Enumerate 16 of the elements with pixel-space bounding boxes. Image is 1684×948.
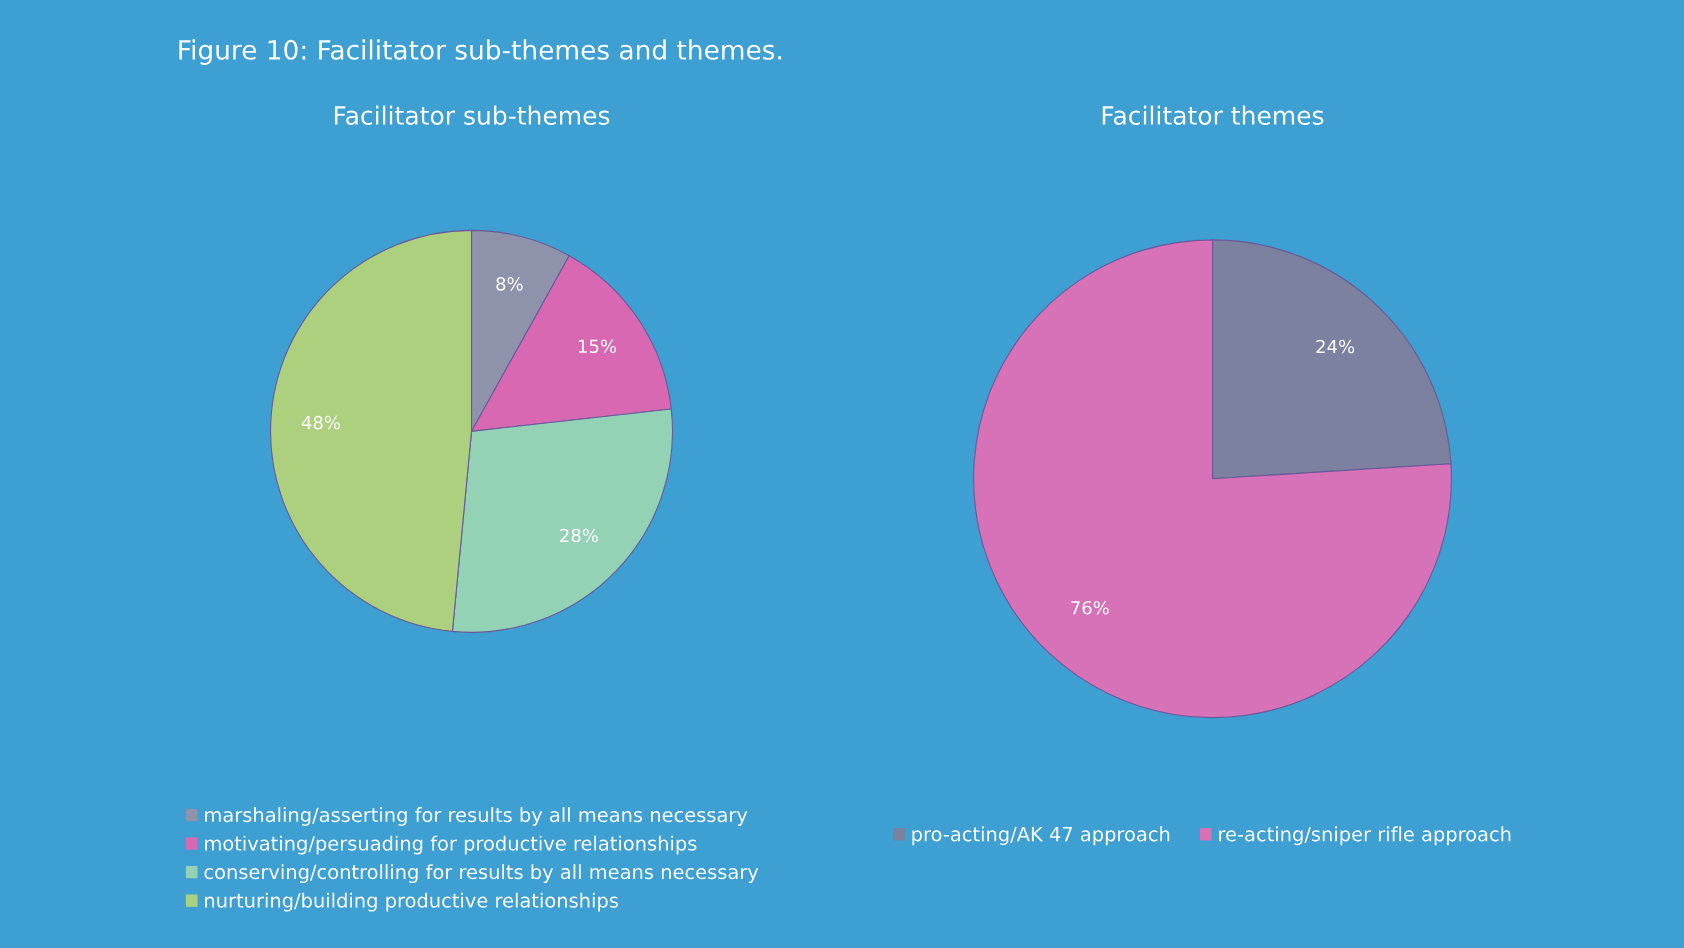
legend-label: conserving/controlling for results by all means necessary [204, 864, 759, 883]
legend-label: pro-acting/AK 47 approach [912, 826, 1170, 846]
data-label: 8% [496, 277, 523, 291]
legend-label: motivating/persuading for productive relationships [205, 835, 697, 855]
data-label: 24% [1316, 339, 1355, 354]
chart-title: Facilitator sub-themes [334, 105, 610, 125]
legend-label: re-acting/sniper rifle approach [1219, 826, 1511, 846]
legend-label: marshaling/asserting for results by all means necessary [205, 807, 748, 826]
data-label: 48% [301, 415, 341, 430]
caption: Figure 10: Facilitator sub-themes and themes. [179, 39, 782, 65]
legend-label: nurturing/building productive relationships [205, 892, 618, 912]
data-label: 76% [1071, 600, 1109, 615]
data-label: 15% [578, 339, 617, 354]
chart-title: Facilitator themes [1102, 105, 1324, 125]
data-label: 28% [560, 528, 599, 543]
pie-slice [973, 239, 1452, 719]
